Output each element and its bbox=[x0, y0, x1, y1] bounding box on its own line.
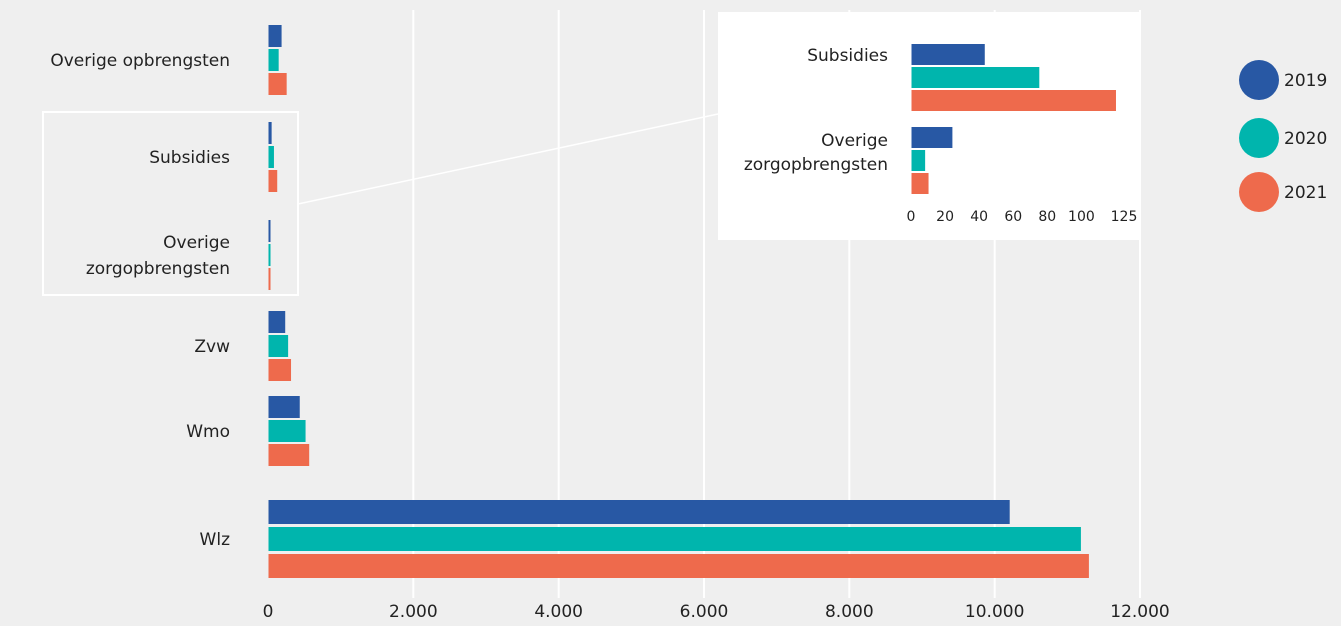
category-label-overige-zorgopbrengsten-line-1: Overige bbox=[163, 233, 230, 253]
zoom-indicator bbox=[42, 111, 719, 296]
bar-subsidies-2021 bbox=[268, 170, 278, 192]
inset-category-label-subsidies: Subsidies bbox=[807, 46, 888, 66]
bar-zvw-2020 bbox=[268, 335, 289, 357]
bar-subsidies-2020 bbox=[268, 146, 274, 168]
x-tick-12000: 12.000 bbox=[1110, 602, 1169, 622]
inset-category-label-overige-zorgopbrengsten-line-2: zorgopbrengsten bbox=[744, 155, 888, 175]
category-label-overige-opbrengsten-line-1: Overige opbrengsten bbox=[50, 51, 230, 71]
x-tick-2000: 2.000 bbox=[389, 602, 438, 622]
bar-overige-opbrengsten-2021 bbox=[268, 73, 287, 95]
category-label-wlz: Wlz bbox=[200, 530, 231, 550]
bar-wlz-2019 bbox=[268, 500, 1010, 524]
inset-bar-overige-zorgopbrengsten-2019 bbox=[911, 127, 953, 148]
bar-overige-zorgopbrengsten-2020 bbox=[268, 244, 271, 266]
legend-label-2021: 2021 bbox=[1284, 183, 1327, 203]
inset-x-tick-0: 0 bbox=[907, 209, 916, 225]
bar-overige-zorgopbrengsten-2021 bbox=[268, 268, 271, 290]
bar-zvw-2021 bbox=[268, 359, 292, 381]
category-label-wlz-line-1: Wlz bbox=[200, 530, 231, 550]
bar-wmo-2019 bbox=[268, 396, 300, 418]
category-label-wmo: Wmo bbox=[186, 422, 230, 442]
bar-zvw-2019 bbox=[268, 311, 286, 333]
bar-wlz-2020 bbox=[268, 527, 1081, 551]
inset-bar-subsidies-2021 bbox=[911, 90, 1116, 111]
inset-category-label-overige-zorgopbrengsten-line-1: Overige bbox=[821, 131, 888, 151]
category-label-overige-zorgopbrengsten: Overige zorgopbrengsten bbox=[86, 233, 230, 279]
legend-label-2020: 2020 bbox=[1284, 129, 1327, 149]
bar-subsidies-2019 bbox=[268, 122, 272, 144]
inset-category-label-overige-zorgopbrengsten: Overige zorgopbrengsten bbox=[744, 131, 888, 175]
inset-x-tick-100: 100 bbox=[1068, 209, 1095, 225]
legend: 2019 2020 2021 bbox=[1239, 60, 1327, 212]
category-label-wmo-line-1: Wmo bbox=[186, 422, 230, 442]
bar-wmo-2021 bbox=[268, 444, 310, 466]
inset-x-tick-80: 80 bbox=[1038, 209, 1056, 225]
category-label-subsidies: Subsidies bbox=[149, 148, 230, 168]
x-tick-8000: 8.000 bbox=[825, 602, 874, 622]
legend-label-2019: 2019 bbox=[1284, 71, 1327, 91]
bar-overige-opbrengsten-2020 bbox=[268, 49, 279, 71]
inset-bar-overige-zorgopbrengsten-2021 bbox=[911, 173, 929, 194]
inset-bar-subsidies-2019 bbox=[911, 44, 985, 65]
inset-category-label-subsidies-line-1: Subsidies bbox=[807, 46, 888, 66]
legend-swatch-2020 bbox=[1239, 118, 1279, 158]
bar-overige-zorgopbrengsten-2019 bbox=[268, 220, 271, 242]
main-category-labels: Overige opbrengsten Subsidies Overige zorgo… bbox=[50, 51, 230, 550]
bar-wmo-2020 bbox=[268, 420, 306, 442]
inset-x-tick-125: 125 bbox=[1111, 209, 1138, 225]
x-tick-6000: 6.000 bbox=[680, 602, 729, 622]
inset-x-tick-60: 60 bbox=[1004, 209, 1022, 225]
bar-wlz-2021 bbox=[268, 554, 1089, 578]
category-label-zvw: Zvw bbox=[194, 337, 230, 357]
zoom-connector bbox=[297, 113, 719, 205]
main-x-tick-labels: 0 2.000 4.000 6.000 8.000 10.000 12.000 bbox=[263, 602, 1170, 622]
inset-bar-overige-zorgopbrengsten-2020 bbox=[911, 150, 926, 171]
inset-chart: Subsidies Overige zorgopbrengsten 0 20 40 60 80… bbox=[718, 12, 1140, 240]
category-label-overige-zorgopbrengsten-line-2: zorgopbrengsten bbox=[86, 259, 230, 279]
legend-swatch-2021 bbox=[1239, 172, 1279, 212]
x-tick-10000: 10.000 bbox=[965, 602, 1024, 622]
inset-bar-subsidies-2020 bbox=[911, 67, 1040, 88]
category-label-overige-opbrengsten: Overige opbrengsten bbox=[50, 51, 230, 71]
x-tick-0: 0 bbox=[263, 602, 274, 622]
bar-overige-opbrengsten-2019 bbox=[268, 25, 282, 47]
main-bars bbox=[268, 25, 1089, 578]
x-tick-4000: 4.000 bbox=[534, 602, 583, 622]
legend-swatch-2019 bbox=[1239, 60, 1279, 100]
category-label-subsidies-line-1: Subsidies bbox=[149, 148, 230, 168]
inset-x-tick-40: 40 bbox=[970, 209, 988, 225]
inset-x-tick-20: 20 bbox=[936, 209, 954, 225]
category-label-zvw-line-1: Zvw bbox=[194, 337, 230, 357]
